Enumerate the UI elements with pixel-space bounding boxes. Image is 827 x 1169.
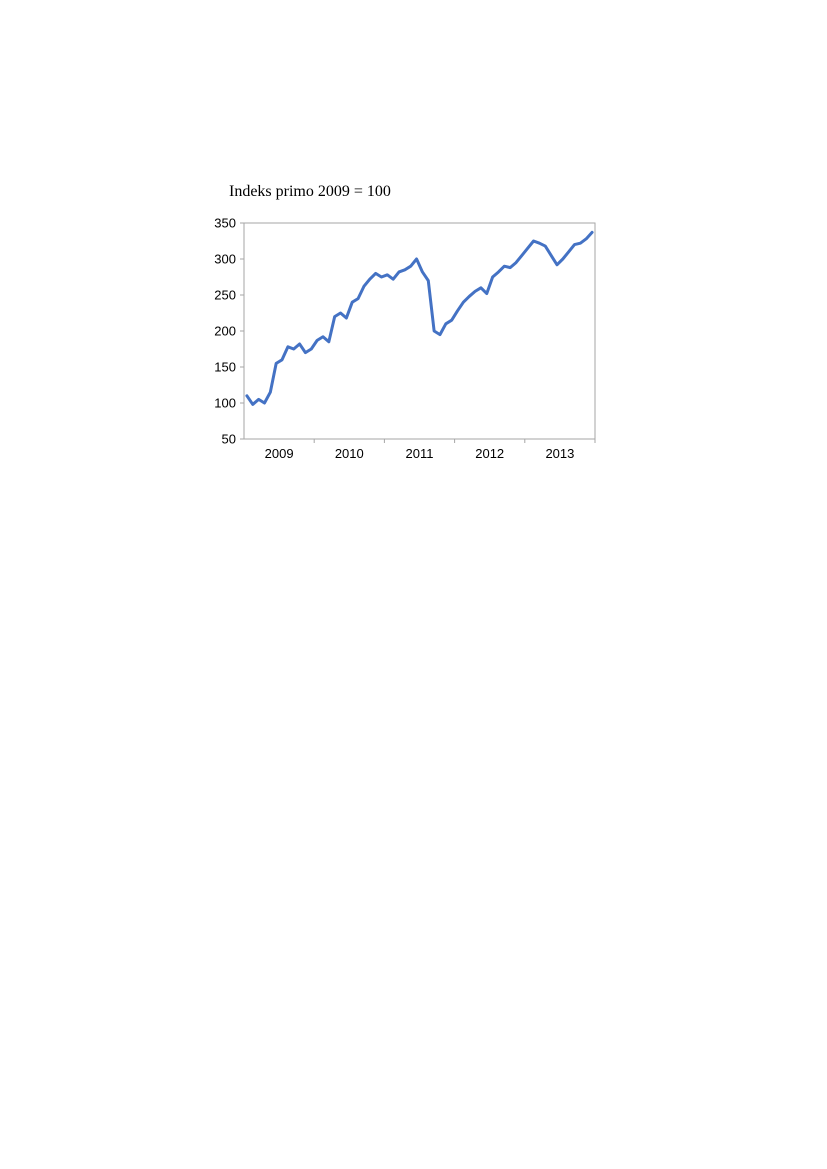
- y-tick-label: 250: [214, 288, 236, 303]
- x-tick-label: 2012: [475, 446, 504, 461]
- x-tick-label: 2010: [335, 446, 364, 461]
- y-tick-label: 300: [214, 252, 236, 267]
- y-tick-label: 100: [214, 396, 236, 411]
- x-tick-label: 2011: [406, 446, 434, 461]
- y-tick-label: 150: [214, 360, 236, 375]
- line-chart: 50 100 150 200 250 300 350 2009 2010 2011 2012 201…: [214, 216, 596, 461]
- y-axis: 50 100 150 200 250 300 350: [214, 216, 244, 447]
- series-line: [245, 230, 594, 406]
- plot-area-frame: [243, 222, 596, 440]
- x-tick-label: 2009: [265, 446, 294, 461]
- y-tick-label: 200: [214, 324, 236, 339]
- chart-title: Indeks primo 2009 = 100: [229, 183, 391, 200]
- y-tick-label: 50: [222, 432, 236, 447]
- x-axis: 2009 2010 2011 2012 2013: [265, 439, 596, 461]
- y-tick-label: 350: [214, 216, 236, 231]
- series-layer: [245, 230, 594, 406]
- x-tick-label: 2013: [545, 446, 574, 461]
